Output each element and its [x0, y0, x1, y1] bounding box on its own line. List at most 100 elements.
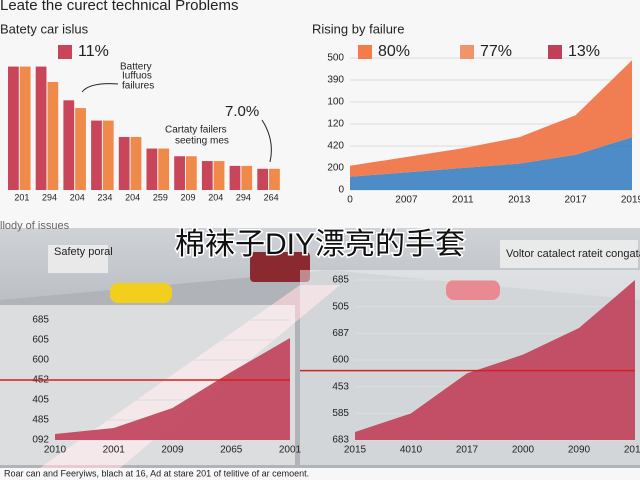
annotation: failures	[122, 81, 154, 92]
y-tick-label: 685	[32, 315, 49, 326]
bar	[63, 100, 75, 190]
y-tick-label: 200	[327, 163, 344, 174]
annotation: Cartaty failers	[165, 125, 227, 136]
annotation: Iuffuos	[122, 71, 152, 82]
bar	[185, 156, 197, 190]
y-tick-label: 485	[32, 415, 49, 426]
annotation: Battery	[120, 62, 152, 73]
area	[55, 338, 290, 440]
bar	[102, 120, 114, 190]
x-tick-label: 2011	[452, 195, 474, 206]
legend-label: 80%	[378, 43, 410, 60]
x-tick-label: 2017	[456, 445, 479, 456]
x-tick-label: 2009	[161, 445, 184, 456]
y-tick-label: 605	[32, 335, 49, 346]
photo-label: Voltor catalect rateit congatant	[506, 248, 640, 260]
bar	[174, 156, 185, 190]
red-car	[446, 280, 500, 300]
y-tick-label: 500	[327, 53, 344, 64]
x-tick-label: 2001	[103, 445, 126, 456]
bar	[35, 66, 47, 190]
x-tick-label: 0	[347, 195, 353, 206]
y-tick-label: 405	[32, 395, 49, 406]
legend-swatch	[358, 45, 372, 59]
x-tick-label: 2015	[344, 445, 367, 456]
x-tick-label: 204	[208, 192, 223, 202]
y-tick-label: 453	[332, 381, 349, 392]
section-label: llody of issues	[0, 220, 70, 232]
y-tick-label: 092	[32, 435, 49, 446]
bar	[269, 168, 280, 190]
photo-label: Safety poral	[54, 246, 113, 258]
label-box	[48, 245, 108, 273]
y-tick-label: 600	[32, 355, 49, 366]
legend-swatch	[460, 45, 474, 59]
annotation: seeting mes	[175, 136, 229, 147]
x-tick-label: 4010	[400, 445, 423, 456]
bar	[229, 165, 241, 190]
legend-label: 11%	[78, 43, 109, 60]
area	[350, 137, 632, 190]
bar	[91, 120, 102, 190]
bar	[130, 136, 142, 190]
y-tick-label: 120	[327, 119, 344, 130]
bar	[118, 136, 130, 190]
annotation: 7.0%	[225, 103, 259, 120]
x-tick-label: 2016	[624, 445, 640, 456]
y-tick-label: 420	[327, 141, 344, 152]
legend-swatch	[58, 45, 72, 59]
area	[355, 280, 635, 440]
x-tick-label: 2017	[564, 195, 587, 206]
y-tick-label: 685	[332, 275, 349, 286]
y-tick-label: 687	[332, 328, 349, 339]
bar	[47, 82, 59, 190]
x-tick-label: 259	[153, 192, 168, 202]
legend-label: 77%	[480, 43, 512, 60]
x-tick-label: 294	[236, 192, 251, 202]
arrow	[81, 83, 119, 93]
x-tick-label: 209	[181, 192, 196, 202]
x-tick-label: 2010	[44, 445, 67, 456]
footer: Roar can and Feeryiws, blach at 16, Ad a…	[4, 468, 309, 478]
y-tick-label: 0	[338, 185, 344, 196]
bar	[257, 168, 269, 190]
y-tick-label: 505	[332, 301, 349, 312]
x-tick-label: 294	[42, 192, 57, 202]
y-tick-label: 390	[327, 75, 344, 86]
bar	[241, 165, 253, 190]
chart-subtitle: Batety car islus	[0, 21, 89, 36]
bar	[8, 66, 19, 190]
bar	[158, 148, 170, 190]
y-tick-label: 683	[332, 435, 349, 446]
y-tick-label: 100	[327, 97, 344, 108]
arrow	[261, 119, 272, 163]
area	[350, 60, 632, 177]
bar	[213, 161, 225, 190]
x-tick-label: 2000	[512, 445, 535, 456]
label-box	[500, 240, 638, 268]
bar	[75, 108, 86, 190]
bar	[19, 66, 31, 190]
legend-swatch	[548, 45, 562, 59]
bar	[201, 161, 213, 190]
truck	[250, 252, 310, 282]
yellow-car	[110, 283, 172, 303]
x-tick-label: 2013	[508, 195, 531, 206]
x-tick-label: 234	[97, 192, 112, 202]
x-tick-label: 204	[70, 192, 85, 202]
bar	[146, 148, 158, 190]
x-tick-label: 201	[14, 192, 29, 202]
overlay-text: 棉袜子DIY漂亮的手套	[175, 228, 465, 261]
x-tick-label: 2019	[621, 195, 640, 206]
chart-subtitle: Rising by failure	[312, 21, 405, 36]
legend-label: 13%	[568, 43, 600, 60]
x-tick-label: 2007	[395, 195, 418, 206]
x-tick-label: 264	[264, 192, 279, 202]
y-tick-label: 585	[332, 408, 349, 419]
y-tick-label: 600	[332, 355, 349, 366]
x-tick-label: 2090	[568, 445, 591, 456]
x-tick-label: 2001	[279, 445, 302, 456]
x-tick-label: 204	[125, 192, 140, 202]
x-tick-label: 2065	[220, 445, 243, 456]
